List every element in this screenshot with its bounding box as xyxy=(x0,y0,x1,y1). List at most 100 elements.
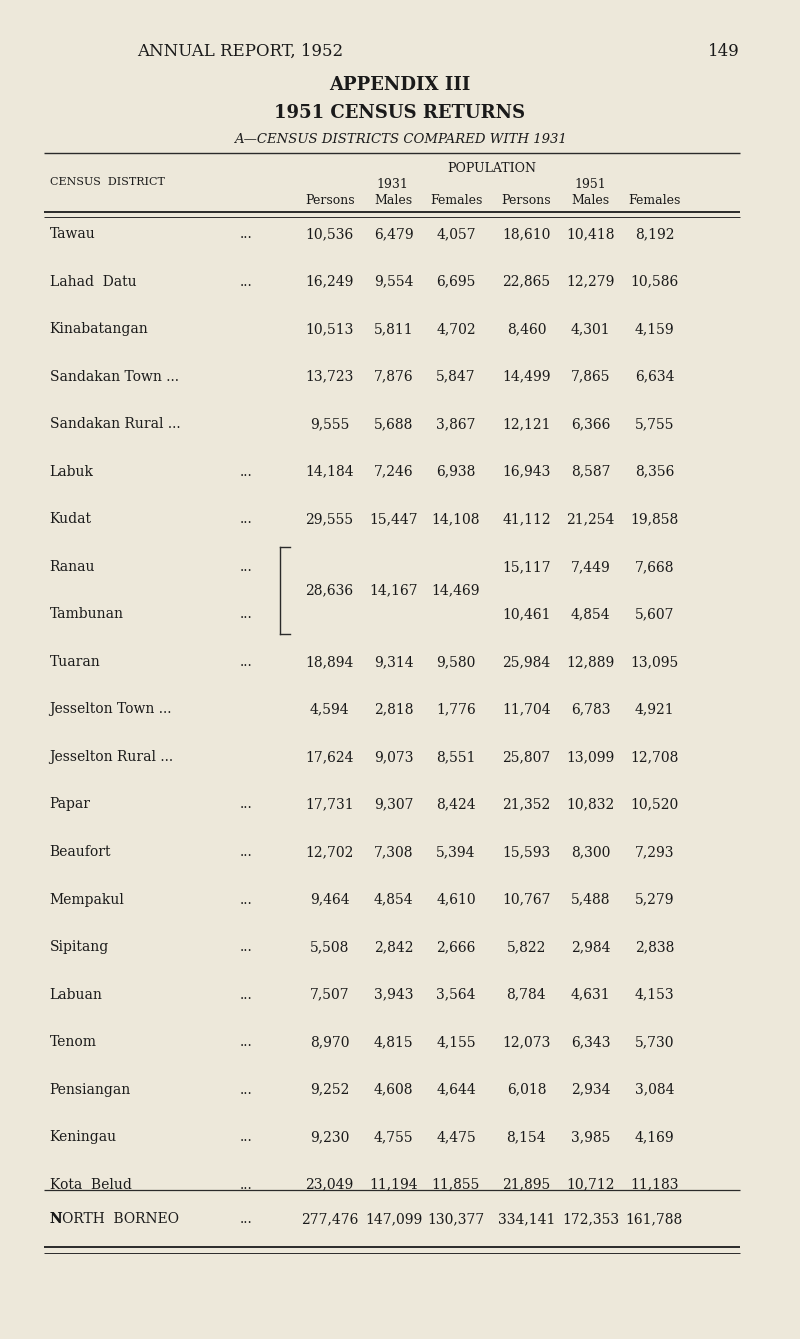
Text: 14,184: 14,184 xyxy=(306,465,354,479)
Text: 9,580: 9,580 xyxy=(436,655,476,670)
Text: POPULATION: POPULATION xyxy=(447,162,537,175)
Text: 10,536: 10,536 xyxy=(306,228,354,241)
Text: 1931: 1931 xyxy=(377,178,409,191)
Text: 6,634: 6,634 xyxy=(634,370,674,384)
Text: 14,108: 14,108 xyxy=(432,513,480,526)
Text: 3,943: 3,943 xyxy=(374,988,414,1002)
Text: 22,865: 22,865 xyxy=(502,274,550,289)
Text: 17,731: 17,731 xyxy=(306,798,354,811)
Text: 4,921: 4,921 xyxy=(634,703,674,716)
Text: 334,141: 334,141 xyxy=(498,1212,555,1227)
Text: 13,723: 13,723 xyxy=(306,370,354,384)
Text: 10,418: 10,418 xyxy=(566,228,614,241)
Text: N: N xyxy=(50,1212,62,1227)
Text: 161,788: 161,788 xyxy=(626,1212,683,1227)
Text: 5,607: 5,607 xyxy=(634,608,674,621)
Text: 8,356: 8,356 xyxy=(634,465,674,479)
Text: 172,353: 172,353 xyxy=(562,1212,619,1227)
Text: 277,476: 277,476 xyxy=(301,1212,358,1227)
Text: ...: ... xyxy=(240,608,253,621)
Text: 6,938: 6,938 xyxy=(436,465,476,479)
Text: 9,464: 9,464 xyxy=(310,893,350,907)
Text: 1,776: 1,776 xyxy=(436,703,476,716)
Text: 6,018: 6,018 xyxy=(506,1083,546,1097)
Text: 7,668: 7,668 xyxy=(634,560,674,574)
Text: 5,822: 5,822 xyxy=(506,940,546,955)
Text: 2,818: 2,818 xyxy=(374,703,414,716)
Text: 7,246: 7,246 xyxy=(374,465,414,479)
Text: 18,610: 18,610 xyxy=(502,228,550,241)
Text: Labuk: Labuk xyxy=(50,465,94,479)
Text: 5,755: 5,755 xyxy=(634,418,674,431)
Text: 15,593: 15,593 xyxy=(502,845,550,860)
Text: 12,073: 12,073 xyxy=(502,1035,550,1050)
Text: 14,167: 14,167 xyxy=(370,584,418,597)
Text: ...: ... xyxy=(240,845,253,860)
Text: Kudat: Kudat xyxy=(50,513,91,526)
Text: 4,475: 4,475 xyxy=(436,1130,476,1145)
Text: 4,644: 4,644 xyxy=(436,1083,476,1097)
Text: Tambunan: Tambunan xyxy=(50,608,123,621)
Text: 4,594: 4,594 xyxy=(310,703,350,716)
Text: 4,153: 4,153 xyxy=(634,988,674,1002)
Text: 2,838: 2,838 xyxy=(634,940,674,955)
Text: 21,895: 21,895 xyxy=(502,1178,550,1192)
Text: 16,943: 16,943 xyxy=(502,465,550,479)
Text: 2,666: 2,666 xyxy=(436,940,476,955)
Text: ...: ... xyxy=(240,1035,253,1050)
Text: 3,985: 3,985 xyxy=(570,1130,610,1145)
Text: Lahad  Datu: Lahad Datu xyxy=(50,274,136,289)
Text: Females: Females xyxy=(430,194,482,208)
Text: 11,194: 11,194 xyxy=(370,1178,418,1192)
Text: 18,894: 18,894 xyxy=(306,655,354,670)
Text: 7,308: 7,308 xyxy=(374,845,414,860)
Text: 3,084: 3,084 xyxy=(634,1083,674,1097)
Text: Females: Females xyxy=(628,194,681,208)
Text: ...: ... xyxy=(240,465,253,479)
Text: 10,767: 10,767 xyxy=(502,893,550,907)
Text: 5,394: 5,394 xyxy=(436,845,476,860)
Text: A—CENSUS DISTRICTS COMPARED WITH 1931: A—CENSUS DISTRICTS COMPARED WITH 1931 xyxy=(234,133,566,146)
Text: 6,366: 6,366 xyxy=(570,418,610,431)
Text: NORTH  BORNEO: NORTH BORNEO xyxy=(50,1212,178,1227)
Text: ...: ... xyxy=(240,940,253,955)
Text: ...: ... xyxy=(240,988,253,1002)
Text: CENSUS  DISTRICT: CENSUS DISTRICT xyxy=(50,177,165,186)
Text: Persons: Persons xyxy=(502,194,551,208)
Text: 8,424: 8,424 xyxy=(436,798,476,811)
Text: 8,784: 8,784 xyxy=(506,988,546,1002)
Text: 14,469: 14,469 xyxy=(432,584,480,597)
Text: 21,352: 21,352 xyxy=(502,798,550,811)
Text: 9,307: 9,307 xyxy=(374,798,414,811)
Text: 10,520: 10,520 xyxy=(630,798,678,811)
Text: 8,460: 8,460 xyxy=(506,323,546,336)
Text: 14,499: 14,499 xyxy=(502,370,550,384)
Text: 10,513: 10,513 xyxy=(306,323,354,336)
Text: 147,099: 147,099 xyxy=(365,1212,422,1227)
Text: Jesselton Town ...: Jesselton Town ... xyxy=(50,703,172,716)
Text: 4,057: 4,057 xyxy=(436,228,476,241)
Text: 2,984: 2,984 xyxy=(570,940,610,955)
Text: 8,300: 8,300 xyxy=(570,845,610,860)
Text: Kota  Belud: Kota Belud xyxy=(50,1178,131,1192)
Text: 5,847: 5,847 xyxy=(436,370,476,384)
Text: 13,095: 13,095 xyxy=(630,655,678,670)
Text: Sandakan Town ...: Sandakan Town ... xyxy=(50,370,178,384)
Text: Tenom: Tenom xyxy=(50,1035,97,1050)
Text: 4,610: 4,610 xyxy=(436,893,476,907)
Text: 12,889: 12,889 xyxy=(566,655,614,670)
Text: 1951: 1951 xyxy=(574,178,606,191)
Text: 11,855: 11,855 xyxy=(432,1178,480,1192)
Text: 4,155: 4,155 xyxy=(436,1035,476,1050)
Text: 9,073: 9,073 xyxy=(374,750,414,765)
Text: ...: ... xyxy=(240,1178,253,1192)
Text: 1951 CENSUS RETURNS: 1951 CENSUS RETURNS xyxy=(274,104,526,122)
Text: 5,488: 5,488 xyxy=(570,893,610,907)
Text: 7,876: 7,876 xyxy=(374,370,414,384)
Text: 29,555: 29,555 xyxy=(306,513,354,526)
Text: 10,712: 10,712 xyxy=(566,1178,614,1192)
Text: 15,117: 15,117 xyxy=(502,560,550,574)
Text: ANNUAL REPORT, 1952: ANNUAL REPORT, 1952 xyxy=(137,43,343,60)
Text: 7,449: 7,449 xyxy=(570,560,610,574)
Text: 9,252: 9,252 xyxy=(310,1083,350,1097)
